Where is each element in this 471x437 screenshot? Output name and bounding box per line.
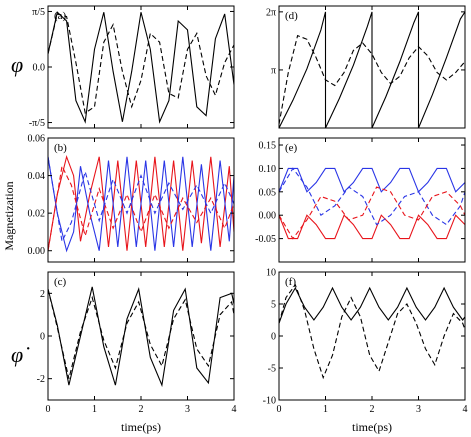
- panel-d-letter: (d): [285, 10, 298, 22]
- panel-c-y-tick-label: 0: [40, 332, 45, 343]
- panel-f-frame: [278, 271, 466, 401]
- panel-a-series-1-solid-line: [48, 11, 234, 124]
- panel-a-series-2-dashed-line: [48, 13, 234, 114]
- panel-c: 0 1 2 3 4 -2 0 2 (c): [37, 271, 237, 415]
- phi-dot-symbol: φ̇: [11, 342, 30, 367]
- panel-e-y-tick-label: 0.10: [259, 164, 277, 175]
- panel-e-series-4-dashed-line: [279, 186, 465, 240]
- panel-b: 0.00 0.02 0.04 0.06 (b): [28, 134, 235, 263]
- panel-e-series-3-dashed-line: [279, 167, 465, 226]
- panel-e-y-tick-label: 0.00: [259, 211, 277, 222]
- panel-c-x-tick-label: 3: [185, 404, 190, 415]
- panel-b-y-tick-label: 0.02: [28, 209, 46, 220]
- panel-e-y-tick-label: 0.05: [259, 187, 277, 198]
- panel-f-x-tick-label: 1: [323, 404, 328, 415]
- panel-f-series-2-dashed-line: [279, 283, 465, 380]
- panel-e-series-1-solid-line: [279, 167, 465, 193]
- panel-b-series-4-dashed-line: [48, 156, 234, 244]
- panel-f-series-1-solid-line: [279, 286, 465, 324]
- panel-f-x-tick-label: 4: [463, 404, 468, 415]
- panel-c-x-tick-label: 0: [46, 404, 51, 415]
- panel-f-y-tick-label: 5: [271, 300, 276, 311]
- panel-e: -0.05 0.00 0.05 0.10 0.15 (e): [255, 137, 466, 263]
- panel-b-y-tick-label: 0.04: [28, 171, 46, 182]
- panel-f-x-tick-label: 3: [416, 404, 421, 415]
- panel-c-letter: (c): [54, 276, 67, 288]
- panel-d-series-2-dashed-line: [279, 34, 465, 125]
- panel-e-letter: (e): [285, 142, 298, 154]
- panel-a-y-tick-label: -π/5: [29, 118, 45, 129]
- panel-b-y-tick-label: 0.00: [28, 246, 46, 257]
- panel-a-frame: [47, 5, 235, 129]
- panel-e-series-2-solid-line: [279, 214, 465, 240]
- panel-c-series-1-solid-line: [48, 286, 234, 388]
- panel-c-x-tick-label: 4: [232, 404, 237, 415]
- panel-d-y-tick-label: 2π: [266, 7, 276, 18]
- panel-f-letter: (f): [285, 276, 296, 288]
- panel-b-series-3-dashed-line: [48, 164, 234, 251]
- panel-b-y-tick-label: 0.06: [28, 134, 46, 145]
- x-axis-label-left: time(ps): [121, 420, 161, 434]
- panel-a-y-tick-label: 0.0: [33, 63, 46, 74]
- panel-a-letter: (a): [54, 10, 67, 22]
- panel-d-y-tick-label: π: [271, 65, 276, 76]
- phi-symbol: φ: [11, 52, 23, 77]
- panel-c-series-2-dashed-line: [48, 288, 234, 379]
- panel-d-series-1-solid-line: [279, 11, 465, 128]
- panel-b-series-2-solid-line: [48, 156, 234, 253]
- panel-f-y-tick-label: 0: [271, 332, 276, 343]
- panel-d: π 2π (d): [266, 5, 466, 129]
- panel-e-y-tick-label: 0.15: [259, 141, 277, 152]
- panel-f-y-tick-label: 10: [266, 268, 276, 279]
- panel-c-y-tick-label: -2: [37, 374, 45, 385]
- panel-a-y-tick-label: π/5: [32, 7, 45, 18]
- panel-f-y-tick-label: -10: [263, 396, 276, 407]
- panel-c-x-tick-label: 1: [92, 404, 97, 415]
- panel-a: -π/5 0.0 π/5 (a): [29, 5, 235, 129]
- panel-f-x-tick-label: 2: [370, 404, 375, 415]
- x-axis-label-right: time(ps): [352, 420, 392, 434]
- y-axis-label-magnetization: Magnetization: [2, 181, 16, 250]
- panel-c-x-tick-label: 2: [139, 404, 144, 415]
- panel-f: 0 1 2 3 4 -10 -5 0 5 10 (f): [263, 268, 468, 416]
- panel-b-letter: (b): [54, 142, 67, 154]
- panel-e-frame: [278, 137, 466, 263]
- panel-f-x-tick-label: 0: [277, 404, 282, 415]
- panel-c-y-tick-label: 2: [40, 289, 45, 300]
- panel-e-y-tick-label: -0.05: [255, 234, 276, 245]
- panel-f-y-tick-label: -5: [268, 364, 276, 375]
